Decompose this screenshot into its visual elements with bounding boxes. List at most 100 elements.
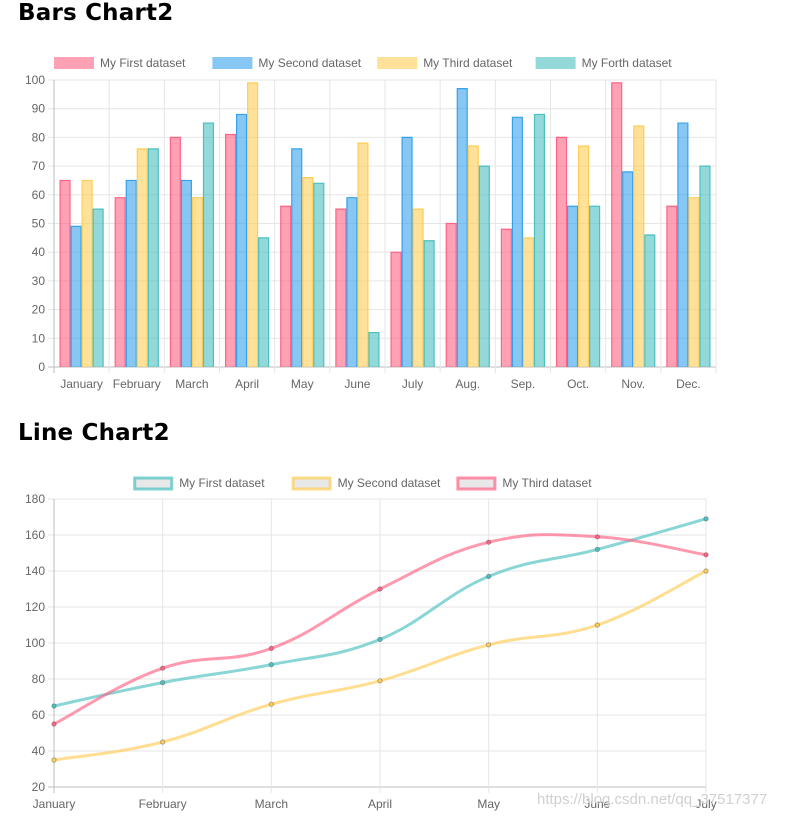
bar-tick-x-7: July (402, 377, 423, 391)
legend-label-4: My Forth dataset (582, 56, 673, 70)
line-tick-y-60: 60 (32, 708, 46, 722)
bar-1-7 (390, 251, 402, 367)
bar-fill (247, 82, 258, 368)
bar-fill (258, 237, 269, 367)
bar-border (390, 251, 402, 367)
legend-swatch-4 (535, 57, 576, 69)
bar-border (335, 208, 347, 367)
line-tick-x-1: January (33, 797, 76, 811)
bar-fill (369, 332, 379, 367)
legend-label-2: My Second dataset (258, 56, 361, 70)
bar-fill (335, 209, 346, 367)
bar-tick-y-70: 70 (32, 159, 46, 173)
bar-border (357, 142, 369, 367)
bar-4-11 (644, 234, 656, 367)
line-point-3-2 (160, 665, 166, 671)
bar-border (180, 179, 192, 367)
bar-border (81, 179, 93, 367)
bar-fill (644, 234, 655, 367)
line-tick-x-5: May (477, 797, 500, 811)
bar-border (236, 113, 248, 367)
bar-border (169, 136, 181, 367)
bar-border (114, 197, 126, 367)
line-tick-x-6: June (584, 797, 610, 811)
bar-3-4 (247, 82, 259, 368)
bar-fill (82, 180, 93, 367)
bar-2-3 (180, 179, 192, 367)
bar-fill (126, 180, 137, 367)
bar-fill (391, 252, 401, 367)
bar-4-2 (147, 148, 159, 367)
bar-fill (578, 146, 589, 367)
bar-fill (148, 148, 159, 367)
bar-tick-y-40: 40 (32, 245, 46, 259)
bar-border (555, 136, 568, 367)
legend-label-1: My First dataset (179, 476, 265, 490)
bar-tick-x-6: June (344, 377, 370, 391)
bar-tick-x-11: Nov. (621, 377, 645, 391)
line-tick-y-140: 140 (25, 564, 45, 578)
bar-fill (236, 114, 247, 367)
bar-border (70, 225, 82, 367)
bar-tick-x-5: May (291, 377, 314, 391)
bar-border (191, 197, 203, 367)
bar-fill (523, 237, 534, 367)
bar-border (136, 148, 148, 367)
line-point-2-6 (594, 622, 600, 628)
bar-fill (170, 137, 181, 367)
bar-fill (446, 223, 457, 367)
bar-fill (291, 148, 302, 367)
legend-swatch-2 (291, 476, 332, 491)
bar-tick-y-0: 0 (38, 360, 45, 374)
line-tick-x-7: July (695, 797, 716, 811)
bar-3-3 (191, 197, 203, 367)
bar-1-11 (611, 82, 623, 368)
line-point-2-5 (486, 642, 492, 648)
bar-3-5 (302, 176, 314, 367)
bar-fill (479, 166, 490, 367)
bar-fill (181, 180, 192, 367)
bar-border (611, 82, 623, 367)
line-tick-y-80: 80 (32, 672, 46, 686)
bar-fill (402, 137, 413, 367)
line-point-1-4 (377, 636, 383, 643)
bar-3-8 (467, 145, 479, 367)
bar-3-2 (136, 148, 148, 367)
bar-border (511, 116, 523, 367)
line-point-3-3 (268, 645, 274, 652)
bar-fill (357, 143, 368, 367)
bar-fill (137, 148, 148, 367)
bar-border (677, 122, 689, 367)
bar-border (147, 148, 159, 367)
line-point-3-1 (51, 721, 57, 727)
bar-fill (457, 88, 468, 368)
bar-fill (468, 146, 479, 367)
line-point-1-1 (51, 703, 57, 709)
line-tick-x-2: February (139, 797, 187, 811)
bar-border (125, 179, 137, 367)
legend-label-2: My Second dataset (338, 476, 441, 490)
line-point-2-4 (377, 678, 383, 684)
bar-border (666, 205, 678, 367)
bar-fill (313, 183, 324, 367)
bar-fill (501, 229, 512, 367)
bar-border (412, 208, 424, 367)
bar-border (567, 205, 579, 367)
bar-fill (633, 125, 644, 367)
bar-border (247, 82, 259, 367)
bar-border (478, 165, 490, 367)
bar-3-11 (633, 125, 645, 367)
line-tick-y-120: 120 (25, 600, 45, 614)
legend-label-1: My First dataset (100, 56, 186, 70)
legend-swatch-3 (377, 57, 418, 69)
bar-fill (688, 197, 699, 367)
bar-1-4 (224, 133, 237, 367)
bar-fill (60, 180, 70, 367)
bar-1-1 (59, 179, 71, 367)
legend-swatch-1 (54, 57, 94, 69)
bar-border (280, 205, 292, 367)
bar-tick-y-10: 10 (32, 331, 46, 345)
bar-tick-y-20: 20 (32, 303, 46, 317)
bar-2-11 (622, 171, 634, 367)
line-point-2-1 (51, 757, 57, 763)
